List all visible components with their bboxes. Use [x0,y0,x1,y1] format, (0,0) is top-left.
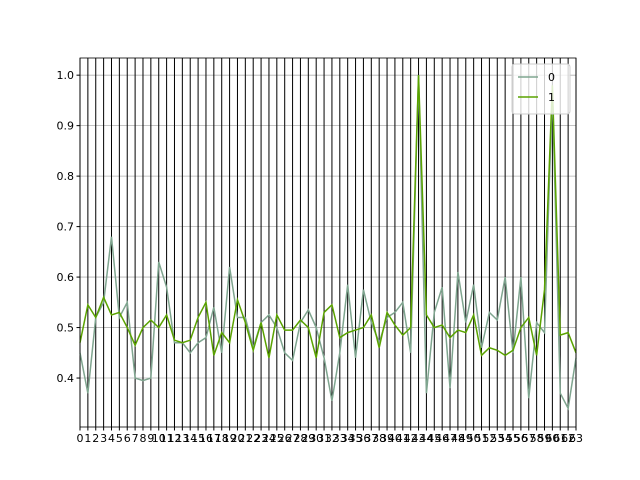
x-tick-label: 59 [538,432,552,445]
x-tick-label: 33 [333,432,347,445]
x-tick-label: 43 [412,432,426,445]
x-tick-label: 62 [561,432,575,445]
x-tick-label: 5 [116,432,123,445]
x-tick-label: 46 [435,432,449,445]
x-tick-label: 61 [553,432,567,445]
x-tick-label: 13 [175,432,189,445]
x-tick-label: 30 [309,432,323,445]
x-tick-label: 60 [545,432,559,445]
x-tick-label: 57 [522,432,536,445]
y-tick-label: 0.6 [57,271,75,284]
x-tick-label: 28 [293,432,307,445]
x-tick-label: 9 [147,432,154,445]
x-tick-label: 15 [191,432,205,445]
x-tick-label: 54 [498,432,512,445]
series-line [79,75,577,359]
x-tick-label: 12 [167,432,181,445]
x-tick-label: 47 [443,432,457,445]
x-tick-label: 31 [317,432,331,445]
series-line [79,75,577,411]
y-tick-label: 0.5 [57,322,75,335]
x-tick-label: 29 [301,432,315,445]
x-tick-label: 40 [388,432,402,445]
x-tick-label: 16 [199,432,213,445]
x-tick-label: 55 [506,432,520,445]
x-tick-label: 36 [356,432,370,445]
x-tick-label: 11 [160,432,174,445]
x-tick-label: 4 [108,432,115,445]
x-tick-label: 23 [254,432,268,445]
x-tick-label: 26 [278,432,292,445]
x-tick-label: 39 [380,432,394,445]
x-tick-label: 25 [270,432,284,445]
x-tick-label: 58 [530,432,544,445]
x-tick-label: 41 [396,432,410,445]
y-tick-label: 1.0 [57,69,75,82]
x-tick-label: 10 [152,432,166,445]
plot-frame [79,57,577,428]
x-tick-label: 17 [207,432,221,445]
x-tick-label: 18 [215,432,229,445]
x-tick-label: 38 [372,432,386,445]
x-tick-label: 51 [475,432,489,445]
x-tick-label: 49 [459,432,473,445]
x-tick-label: 53 [490,432,504,445]
x-tick-label: 45 [427,432,441,445]
y-tick-label: 0.9 [57,120,75,133]
x-tick-label: 6 [124,432,131,445]
x-tick-label: 63 [569,432,583,445]
legend-label: 0 [548,71,555,84]
x-tick-label: 37 [364,432,378,445]
x-tick-label: 2 [92,432,99,445]
x-tick-label: 0 [77,432,84,445]
legend-box [511,63,571,115]
x-tick-label: 32 [325,432,339,445]
x-tick-label: 14 [183,432,197,445]
x-tick-label: 20 [230,432,244,445]
x-tick-label: 8 [139,432,146,445]
x-tick-label: 34 [341,432,355,445]
y-tick-label: 0.7 [57,221,75,234]
x-tick-label: 21 [238,432,252,445]
x-tick-label: 3 [100,432,107,445]
x-tick-label: 44 [419,432,433,445]
x-tick-label: 48 [451,432,465,445]
x-tick-label: 35 [349,432,363,445]
x-tick-label: 50 [467,432,481,445]
x-tick-label: 24 [262,432,276,445]
x-tick-label: 1 [84,432,91,445]
legend: 01 [511,63,571,115]
x-tick-label: 19 [223,432,237,445]
x-tick-label: 42 [404,432,418,445]
x-tick-label: 27 [286,432,300,445]
y-tick-label: 0.8 [57,170,75,183]
x-tick-label: 56 [514,432,528,445]
y-tick-label: 0.4 [57,372,75,385]
x-tick-label: 7 [132,432,139,445]
legend-label: 1 [548,91,555,104]
x-tick-label: 22 [246,432,260,445]
x-tick-label: 52 [482,432,496,445]
